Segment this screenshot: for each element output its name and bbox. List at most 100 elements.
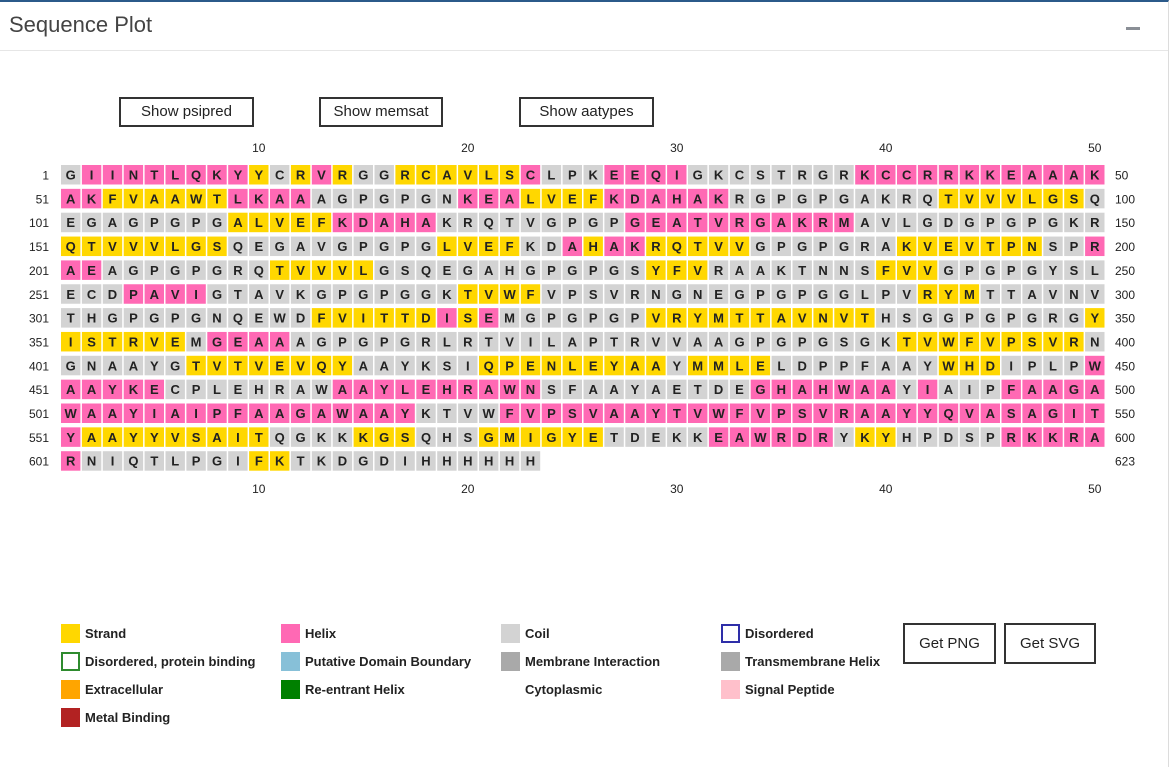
residue-letter: W (1089, 358, 1102, 373)
residue-letter: H (442, 454, 451, 469)
residue-letter: V (463, 168, 472, 183)
residue-letter: V (965, 406, 974, 421)
residue-cell (186, 403, 206, 423)
residue-letter: K (798, 215, 808, 230)
residue-cell (583, 379, 603, 400)
residue-letter: P (610, 215, 619, 230)
residue-cell (458, 188, 478, 209)
get-svg-button[interactable]: Get SVG (1004, 623, 1096, 664)
residue-letter: V (150, 334, 159, 349)
residue-cell (625, 236, 645, 257)
residue-cell (1043, 165, 1063, 185)
residue-letter: F (255, 454, 263, 469)
residue-cell (1064, 212, 1084, 233)
residue-cell (562, 284, 582, 304)
residue-letter: F (568, 382, 576, 397)
residue-letter: A (1090, 430, 1100, 445)
residue-letter: W (336, 406, 349, 421)
residue-letter: T (777, 168, 785, 183)
residue-cell (416, 284, 436, 304)
residue-letter: Y (693, 311, 702, 326)
residue-letter: G (128, 263, 138, 278)
residue-letter: P (589, 311, 598, 326)
residue-cell (249, 260, 269, 280)
residue-letter: K (881, 191, 891, 206)
residue-cell (416, 451, 436, 471)
residue-letter: Y (902, 406, 911, 421)
residue-cell (395, 284, 415, 304)
residue-letter: V (986, 191, 995, 206)
ruler-bottom-label: 50 (1088, 482, 1102, 496)
residue-cell (81, 165, 102, 185)
residue-cell (249, 284, 269, 304)
residue-letter: G (964, 215, 974, 230)
show-memsat-button[interactable]: Show memsat (319, 97, 443, 127)
residue-letter: P (547, 263, 556, 278)
residue-letter: P (1007, 334, 1016, 349)
residue-letter: Q (128, 454, 138, 469)
show-aatypes-button[interactable]: Show aatypes (519, 97, 654, 127)
residue-cell (332, 379, 353, 400)
row-start-label: 501 (29, 407, 49, 421)
residue-letter: K (442, 287, 452, 302)
residue-cell (395, 260, 415, 280)
residue-letter: T (673, 406, 681, 421)
residue-letter: R (1090, 215, 1100, 230)
residue-cell (270, 403, 290, 423)
residue-letter: N (818, 263, 827, 278)
residue-letter: P (150, 215, 159, 230)
residue-cell (207, 427, 227, 447)
residue-cell (1043, 308, 1063, 328)
residue-letter: E (672, 382, 681, 397)
get-png-button[interactable]: Get PNG (903, 623, 996, 664)
residue-cell (61, 331, 81, 352)
residue-letter: V (108, 239, 117, 254)
residue-cell (1064, 403, 1084, 423)
residue-letter: V (923, 263, 932, 278)
residue-letter: V (317, 239, 326, 254)
residue-cell (499, 236, 520, 257)
residue-cell (583, 165, 603, 185)
legend-swatch (721, 652, 740, 671)
residue-cell (186, 188, 206, 209)
residue-cell (290, 451, 311, 471)
residue-letter: A (609, 382, 619, 397)
residue-cell (1085, 188, 1105, 209)
residue-cell (499, 284, 520, 304)
residue-cell (834, 284, 854, 304)
residue-cell (207, 188, 227, 209)
residue-letter: H (902, 430, 911, 445)
residue-letter: R (129, 334, 139, 349)
residue-cell (959, 236, 980, 257)
residue-letter: P (756, 334, 765, 349)
residue-letter: R (839, 406, 849, 421)
residue-cell (604, 260, 624, 280)
show-psipred-button[interactable]: Show psipred (119, 97, 254, 127)
residue-cell (270, 236, 290, 257)
residue-letter: A (756, 263, 766, 278)
residue-letter: Q (191, 168, 201, 183)
residue-cell (290, 284, 311, 304)
residue-cell (520, 331, 541, 352)
residue-cell (395, 355, 415, 376)
ruler-bottom-label: 20 (461, 482, 475, 496)
row-end-label: 200 (1115, 240, 1135, 254)
residue-letter: R (798, 168, 808, 183)
residue-cell (688, 284, 708, 304)
residue-letter: H (505, 454, 514, 469)
residue-letter: V (296, 358, 305, 373)
residue-cell (1043, 188, 1063, 209)
residue-cell (1064, 331, 1084, 352)
residue-letter: G (776, 334, 786, 349)
residue-cell (876, 403, 896, 423)
residue-letter: Y (652, 263, 661, 278)
residue-letter: I (152, 406, 156, 421)
residue-cell (499, 188, 520, 209)
residue-letter: Y (672, 358, 681, 373)
residue-letter: A (881, 239, 891, 254)
minus-icon[interactable] (1124, 14, 1142, 36)
residue-letter: L (568, 358, 576, 373)
residue-letter: V (505, 334, 514, 349)
row-end-label: 250 (1115, 264, 1135, 278)
